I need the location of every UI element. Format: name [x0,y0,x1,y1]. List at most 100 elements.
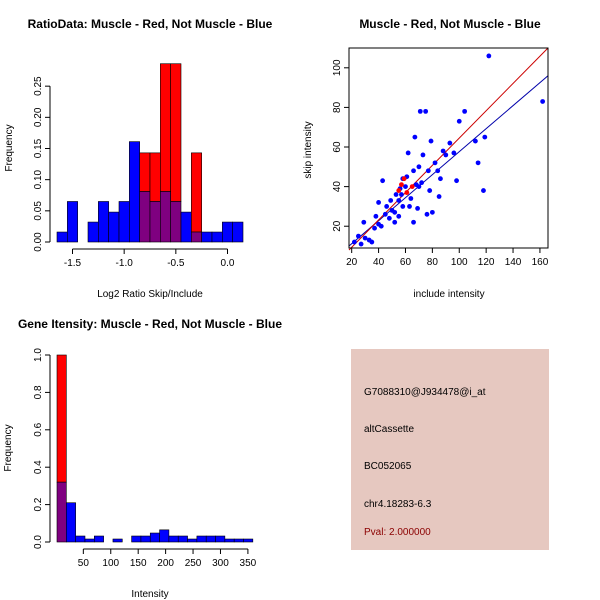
scatter-y-tick-label: 20 [332,220,343,232]
scatter-point-not-muscle [481,188,486,193]
ratio-bar-muscle [170,63,182,202]
location-text: chr4.18283-6.3 [364,499,432,510]
scatter-y-axis-label: skip intensity [303,121,314,178]
scatter-point-not-muscle [482,134,488,140]
scatter-point-not-muscle [380,178,386,184]
intensity-x-tick-label: 350 [240,558,257,569]
ratio-x-tick-label: -1.0 [116,258,134,269]
scatter-point-muscle [404,190,410,195]
scatter-point-not-muscle [361,219,367,225]
intensity-y-tick-label: 0.0 [33,535,44,549]
intensity-x-axis-label: Intensity [131,589,168,600]
scatter-point-not-muscle [392,219,398,225]
scatter-point-not-muscle [424,211,430,217]
intensity-x-tick-label: 50 [78,558,90,569]
intensity-bar-not-muscle [196,535,207,543]
scatter-x-tick-label: 40 [373,257,385,268]
intensity-chart-title: Gene Itensity: Muscle - Red, Not Muscle … [18,317,282,331]
scatter-point-not-muscle [454,178,459,184]
scatter-point-not-muscle [447,140,453,146]
pval-text: Pval: 2.000000 [364,527,431,538]
intensity-bar-not-muscle [168,535,179,543]
scatter-x-tick-label: 20 [346,257,358,268]
ratio-y-tick-label: 0.15 [33,138,44,158]
intensity-bar-not-muscle [66,502,76,543]
ratio-bar-not-muscle [118,201,130,243]
intensity-bar-not-muscle [131,535,142,543]
scatter-y-tick-label: 100 [332,59,343,76]
scatter-point-not-muscle [415,205,420,211]
scatter-point-not-muscle [411,168,416,174]
scatter-x-tick-label: 100 [451,257,468,268]
scatter-x-axis-label: include intensity [413,289,484,300]
ratio-bar-not-muscle [180,211,192,243]
scatter-x-tick-label: 60 [400,257,412,268]
scatter-point-not-muscle [399,192,404,197]
intensity-bar-overlap [56,481,67,543]
intensity-bar-not-muscle [187,538,198,543]
scatter-point-not-muscle [419,180,425,186]
scatter-point-not-muscle [372,225,377,231]
scatter-y-tick-label: 80 [332,101,343,113]
intensity-x-tick-label: 150 [130,558,147,569]
scatter-point-not-muscle [396,213,402,219]
ratio-bar-not-muscle [98,201,109,243]
intensity-x-tick-label: 300 [212,558,229,569]
scatter-point-not-muscle [416,164,422,170]
ratio-bar-overlap [149,201,161,243]
ratio-bar-not-muscle [87,221,99,243]
intensity-bar-not-muscle [149,532,160,543]
scatter-point-not-muscle [403,184,408,190]
intensity-x-tick-label: 200 [157,558,174,569]
ratio-bar-overlap [160,191,171,243]
scatter-point-not-muscle [373,213,379,219]
intensity-bar-not-muscle [177,535,188,543]
scatter-point-not-muscle [475,160,481,166]
scatter-point-not-muscle [540,99,546,104]
scatter-point-not-muscle [425,168,431,174]
ratio-x-tick-label: -0.5 [167,258,185,269]
ratio-y-tick-label: 0.25 [33,76,44,96]
intensity-y-tick-label: 0.6 [33,422,44,436]
scatter-point-not-muscle [411,219,416,225]
scatter-point-muscle [399,182,404,188]
intensity-histogram-chart: Gene Itensity: Muscle - Red, Not Muscle … [3,317,282,600]
scatter-chart-title: Muscle - Red, Not Muscle - Blue [359,17,541,31]
intensity-bar-not-muscle [140,535,151,543]
scatter-x-tick-label: 160 [532,257,549,268]
scatter-point-not-muscle [423,108,429,114]
scatter-point-not-muscle [393,192,399,197]
intensity-bar-not-muscle [75,535,86,543]
scatter-point-not-muscle [358,241,364,247]
ratio-bar-overlap [191,231,202,243]
scatter-point-not-muscle [378,223,384,229]
scatter-point-not-muscle [432,160,438,166]
scatter-point-not-muscle [351,239,357,245]
ratio-bar-not-muscle [211,231,223,243]
scatter-point-not-muscle [407,204,412,209]
ratio-bar-not-muscle [56,231,68,243]
ratio-bar-not-muscle [201,231,213,243]
ratio-bar-overlap [170,201,182,243]
not-muscle-fit-line [348,75,549,247]
scatter-point-not-muscle [376,200,381,205]
scatter-point-not-muscle [405,150,411,156]
intensity-bar-not-muscle [224,538,235,543]
intensity-bar-not-muscle [94,535,104,543]
intensity-x-tick-label: 250 [185,558,202,569]
ratio-bar-muscle [191,152,202,233]
event-type-text: altCassette [364,424,415,435]
intensity-bars [56,354,254,543]
intensity-axes: 50 100 150 200 250 300 350 0.0 0.2 0.4 0.6 0.8 1.0 [33,348,257,569]
scatter-point-muscle [396,188,402,193]
ratio-x-axis-label: Log2 Ratio Skip/Include [97,289,203,300]
scatter-point-not-muscle [408,196,414,201]
scatter-point-not-muscle [362,235,368,241]
scatter-point-not-muscle [451,150,457,156]
intensity-bar-not-muscle [159,529,170,543]
scatter-point-not-muscle [462,108,468,114]
scatter-point-not-muscle [417,108,423,114]
scatter-point-not-muscle [386,215,392,221]
scatter-point-not-muscle [400,204,406,209]
ratio-x-tick-label: -1.5 [64,258,82,269]
